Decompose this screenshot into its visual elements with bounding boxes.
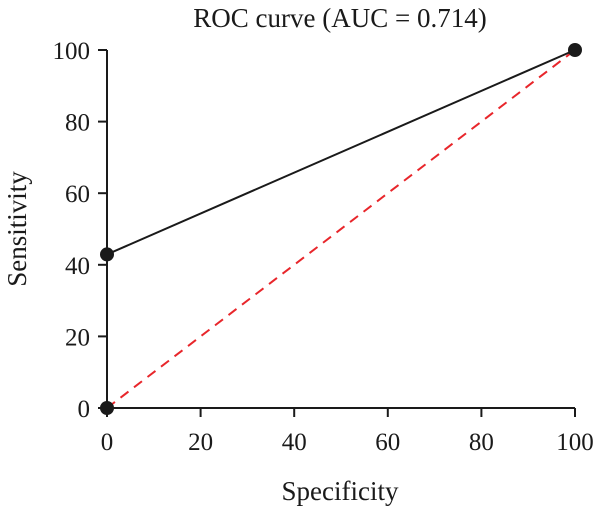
x-tick-label: 20 <box>188 429 213 456</box>
y-tick-label: 40 <box>65 253 90 280</box>
y-tick-label: 100 <box>53 38 91 65</box>
reference-diagonal-line <box>106 49 576 409</box>
y-tick-label: 80 <box>65 110 90 137</box>
x-axis-ticks: 0 20 40 60 80 100 <box>101 408 594 456</box>
y-tick-label: 0 <box>78 396 91 423</box>
chart-title: ROC curve (AUC = 0.714) <box>193 3 486 33</box>
y-axis-ticks: 0 20 40 60 80 100 <box>53 38 107 423</box>
axes <box>106 50 575 409</box>
roc-point <box>568 43 582 57</box>
y-tick-label: 20 <box>65 324 90 351</box>
y-axis-label: Sensitivity <box>2 171 32 287</box>
x-tick-label: 0 <box>101 429 114 456</box>
plot-area <box>100 43 582 415</box>
x-tick-label: 80 <box>469 429 494 456</box>
x-tick-label: 100 <box>556 429 594 456</box>
x-axis-label: Specificity <box>282 476 399 506</box>
x-tick-label: 60 <box>375 429 400 456</box>
y-tick-label: 60 <box>65 181 90 208</box>
x-tick-label: 40 <box>282 429 307 456</box>
